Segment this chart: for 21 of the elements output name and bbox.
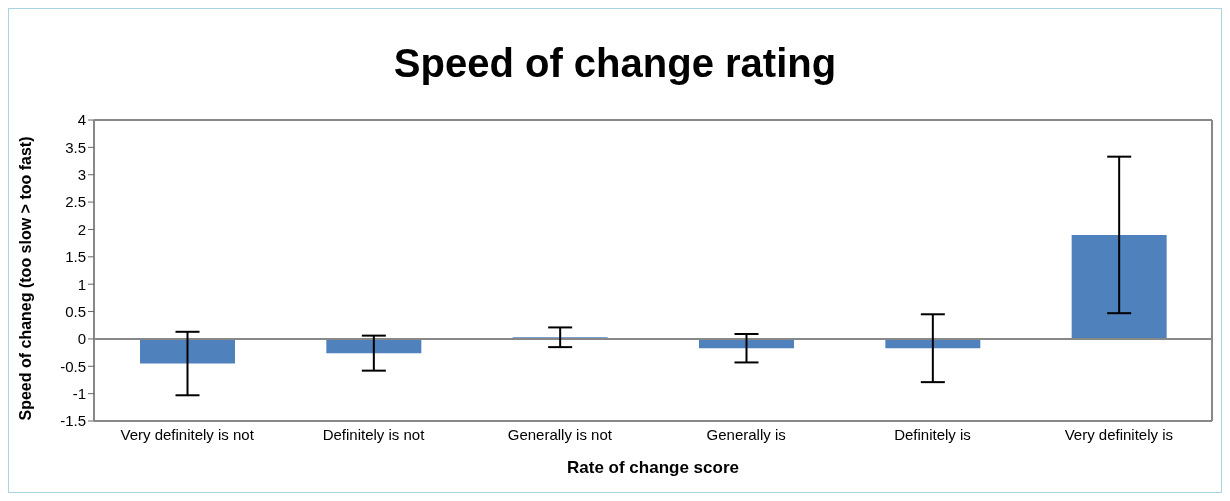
x-tick-label: Generally is xyxy=(706,425,786,443)
y-tick-label: -1 xyxy=(72,384,86,402)
y-tick-label: 3 xyxy=(77,166,86,184)
y-tick-label: 2 xyxy=(77,220,86,238)
y-tick-label: 2.5 xyxy=(65,193,86,211)
y-tick-label: 1.5 xyxy=(65,248,86,266)
y-tick-label: -0.5 xyxy=(60,357,86,375)
y-tick-label: 0 xyxy=(77,330,86,348)
y-tick-label: 1 xyxy=(77,275,86,293)
y-axis-title: Speed of chaneg (too slow > too fast) xyxy=(16,136,34,421)
x-tick-label: Definitely is not xyxy=(322,425,426,443)
x-tick-label: Very definitely is not xyxy=(120,425,255,443)
y-tick-label: -1.5 xyxy=(60,412,86,430)
x-tick-label: Generally is not xyxy=(507,425,613,443)
y-tick-label: 4 xyxy=(77,111,86,129)
x-tick-label: Very definitely is xyxy=(1064,425,1174,443)
chart-title: Speed of change rating xyxy=(392,41,838,87)
y-tick-label: 3.5 xyxy=(65,138,86,156)
x-tick-label: Definitely is xyxy=(894,425,971,443)
y-tick-label: 0.5 xyxy=(65,302,86,320)
x-axis-title: Rate of change score xyxy=(567,458,739,477)
